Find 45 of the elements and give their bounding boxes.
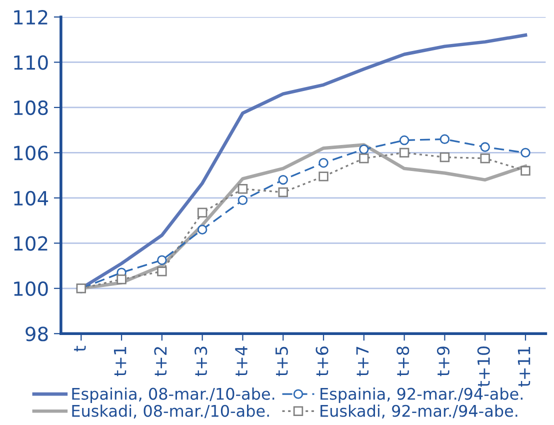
x-tick-label: t+3: [194, 346, 208, 376]
point: [399, 148, 410, 158]
point: [278, 174, 288, 185]
y-tick-label: 100: [14, 281, 48, 296]
point: [116, 274, 126, 284]
x-tick-label: t+1: [114, 346, 126, 376]
point: [238, 184, 248, 194]
point: [520, 166, 530, 176]
x-tick-label: t+11: [518, 346, 530, 387]
point: [359, 153, 369, 164]
x-tick-label: t+9: [436, 346, 450, 376]
legend-label: Euskadi, 92-mar./94-abe.: [320, 404, 518, 419]
y-tick-label: 98: [26, 326, 48, 342]
point: [157, 266, 167, 276]
legend-label: Euskadi, 08-mar./10-abe.: [72, 404, 269, 419]
x-tick-label: t+10: [477, 346, 490, 387]
x-tick-label: t+6: [316, 346, 328, 376]
point: [359, 144, 369, 154]
point: [197, 224, 208, 234]
point: [278, 187, 288, 198]
point: [399, 135, 410, 146]
y-tick-label: 108: [14, 100, 48, 116]
legend-label: Espainia, 08-mar./10-abe.: [72, 388, 274, 403]
point: [238, 195, 248, 206]
x-tick-label: t+8: [396, 346, 410, 376]
point: [520, 148, 530, 158]
point: [480, 153, 490, 164]
point: [318, 172, 328, 182]
x-tick-label: t: [74, 346, 86, 352]
y-tick-label: 112: [14, 10, 48, 24]
point: [157, 255, 167, 265]
x-tick-label: t+4: [235, 346, 248, 376]
x-tick-label: t+5: [276, 346, 288, 376]
x-tick-label: t+2: [154, 347, 167, 376]
point: [440, 134, 450, 144]
y-tick-label: 106: [14, 146, 48, 160]
point: [480, 142, 490, 152]
point: [318, 158, 328, 168]
legend-label: Espainia, 92-mar./94-abe.: [320, 388, 522, 403]
x-tick-label: t+7: [356, 346, 369, 376]
y-tick-label: 110: [14, 55, 48, 70]
point: [197, 208, 208, 218]
y-tick-label: 104: [14, 190, 48, 206]
y-tick-label: 102: [14, 236, 48, 251]
point: [440, 152, 450, 162]
